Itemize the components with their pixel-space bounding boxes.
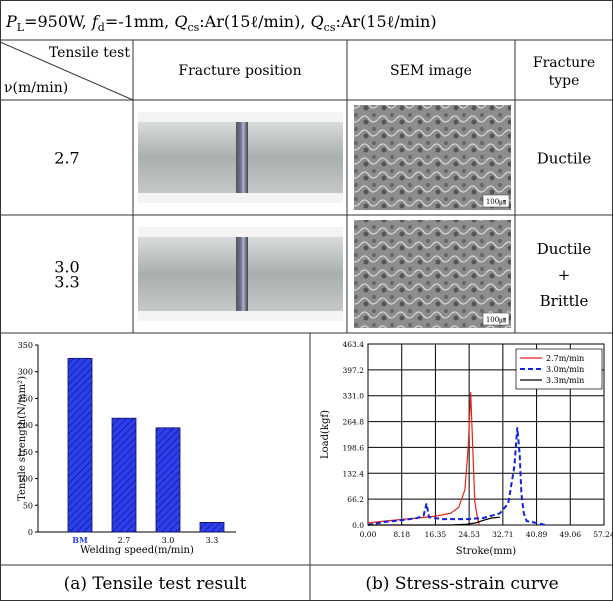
x-tick-label: 57.24: [593, 530, 613, 539]
caption: (a) Tensile test result: [64, 574, 247, 594]
scale-bar-label: 100㎛: [486, 316, 506, 325]
column-header: SEM image: [390, 63, 472, 79]
bar: [67, 357, 93, 533]
header-segment: cs: [324, 21, 336, 34]
corner-top: Tensile test: [49, 45, 131, 61]
fracture-type: Ductile: [537, 240, 592, 258]
header-segment: P: [5, 12, 17, 31]
bar: [199, 521, 225, 533]
series-line: [368, 516, 500, 526]
y-tick-label: 264.8: [343, 418, 365, 427]
y-tick-label: 250: [18, 394, 33, 403]
y-tick-label: 0: [28, 528, 33, 537]
bar: [111, 417, 137, 533]
x-tick-label: 3.3: [206, 536, 219, 545]
x-tick-label: 40.89: [526, 530, 548, 539]
sem-image: [354, 105, 511, 210]
fracture-type: Ductile: [537, 150, 592, 168]
y-tick-label: 397.2: [343, 366, 365, 375]
fracture-type: Brittle: [540, 292, 589, 310]
y-tick-label: 198.6: [343, 443, 365, 452]
header-segment: cs: [187, 21, 199, 34]
legend-label: 3.0m/min: [546, 365, 584, 374]
x-tick-label: 8.18: [393, 530, 410, 539]
column-header: Fracture position: [178, 63, 301, 79]
header-segment: =-1mm,: [105, 12, 175, 31]
column-header: type: [549, 73, 580, 89]
x-tick-label: 24.53: [458, 530, 480, 539]
header-title: PL=950W, fd=-1mm, Qcs:Ar(15ℓ/min), Qcs:A…: [5, 12, 437, 34]
y-tick-label: 300: [18, 368, 33, 377]
legend-label: 3.3m/min: [546, 376, 584, 385]
x-tick-label: 3.0: [162, 536, 175, 545]
sem-image: [354, 220, 511, 328]
scale-bar-label: 100㎛: [486, 198, 506, 207]
speed: 2.7: [54, 149, 79, 168]
weld-seam: [236, 237, 248, 311]
x-tick-label: 2.7: [118, 536, 131, 545]
header-segment: f: [91, 12, 101, 31]
x-axis-label: Stroke(mm): [456, 546, 517, 557]
y-tick-label: 50: [23, 501, 33, 510]
x-tick-label: 49.06: [560, 530, 582, 539]
weld-seam: [236, 122, 248, 193]
y-tick-label: 0.0: [352, 521, 364, 530]
legend-label: 2.7m/min: [546, 354, 584, 363]
bar: [155, 427, 181, 533]
y-axis-label: Load(kgf): [320, 410, 331, 459]
y-tick-label: 100: [18, 475, 33, 484]
header-segment: =950W,: [24, 12, 92, 31]
header-segment: d: [98, 21, 105, 34]
caption: (b) Stress-strain curve: [365, 574, 558, 594]
speed: 3.3: [54, 273, 79, 292]
header-segment: L: [17, 21, 25, 34]
header-segment: Q: [311, 12, 324, 31]
y-tick-label: 66.2: [347, 495, 364, 504]
speed: 3.0: [54, 258, 79, 277]
y-axis-label: Tensile strength(N/mm²): [17, 376, 28, 501]
y-tick-label: 132.4: [343, 469, 365, 478]
header-segment: :Ar(15ℓ/min): [335, 12, 436, 31]
y-tick-label: 150: [18, 448, 33, 457]
header-segment: :Ar(15ℓ/min),: [199, 12, 310, 31]
x-tick-label: BM: [72, 535, 88, 545]
scale-box: [482, 312, 510, 326]
header-segment: Q: [174, 12, 187, 31]
y-tick-label: 350: [18, 341, 33, 350]
column-header: Fracture: [533, 55, 595, 71]
x-axis-label: Welding speed(m/min): [80, 545, 194, 556]
fracture-type: +: [558, 266, 571, 284]
y-tick-label: 331.0: [343, 392, 365, 401]
corner-bottom: ν(m/min): [4, 80, 68, 96]
y-tick-label: 200: [18, 421, 33, 430]
x-tick-label: 32.71: [492, 530, 513, 539]
series-line: [367, 427, 546, 526]
y-tick-label: 463.4: [343, 340, 365, 349]
x-tick-label: 16.35: [425, 530, 447, 539]
scale-box: [482, 194, 510, 208]
x-tick-label: 0.00: [360, 530, 377, 539]
